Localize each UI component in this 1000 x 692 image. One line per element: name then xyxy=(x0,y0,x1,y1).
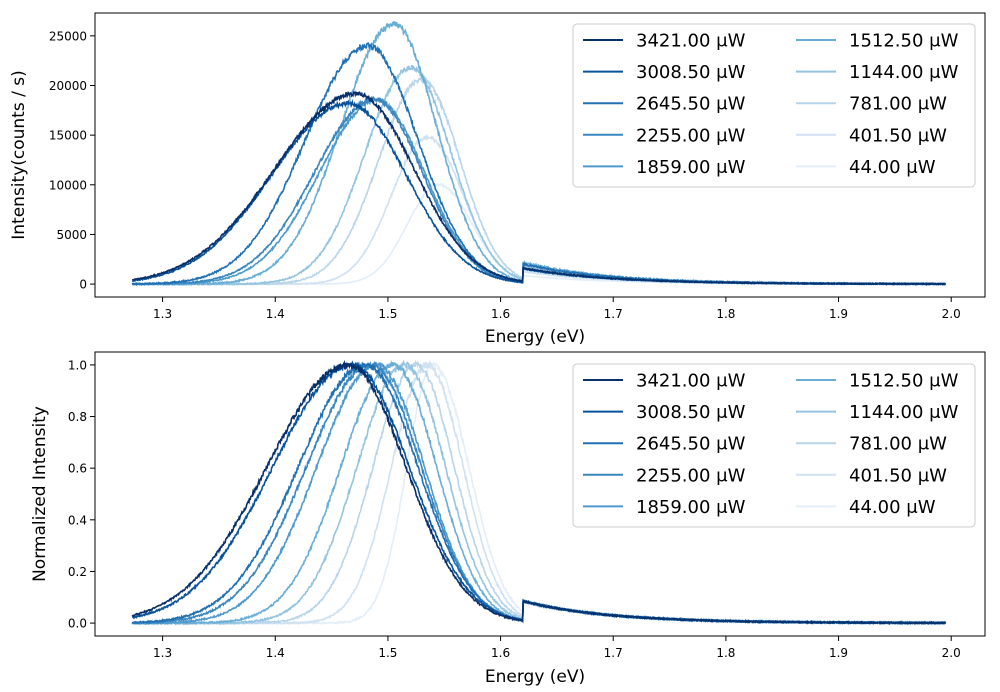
x-axis-label: Energy (eV) xyxy=(485,667,585,687)
legend-label: 2645.50 μW xyxy=(636,434,746,455)
legend-box xyxy=(572,23,976,188)
series-line xyxy=(131,359,946,626)
y-axis-label: Normalized Intensity xyxy=(30,406,50,582)
y-tick-label: 0.6 xyxy=(68,462,87,476)
plot-frame xyxy=(94,351,986,637)
legend-label: 401.50 μW xyxy=(849,465,947,486)
x-tick-label: 1.3 xyxy=(153,307,172,321)
y-tick-label: 25000 xyxy=(49,29,87,43)
legend-label: 1512.50 μW xyxy=(849,31,959,52)
legend: 3421.00 μW 3008.50 μW 2645.50 μW 2255.00 μW… xyxy=(572,23,976,188)
x-tick-label: 2.0 xyxy=(942,646,961,660)
intensity-panel: 1.3 1.4 1.5 1.6 1.7 1.8 1.9 2.0 0 5000 10000 15000 2… xyxy=(9,12,986,347)
plot-frame xyxy=(94,12,986,298)
legend-label: 3421.00 μW xyxy=(636,31,746,52)
legend: 3421.00 μW 3008.50 μW 2645.50 μW 2255.00 μW… xyxy=(572,363,976,528)
y-tick-label: 15000 xyxy=(49,129,87,143)
legend-label: 1859.00 μW xyxy=(636,497,746,518)
x-tick-label: 1.4 xyxy=(266,307,285,321)
legend-label: 1859.00 μW xyxy=(636,157,746,178)
x-tick-label: 1.5 xyxy=(378,307,397,321)
y-tick-label: 0.4 xyxy=(68,513,87,527)
y-tick-label: 0.8 xyxy=(68,410,87,424)
x-tick-label: 1.8 xyxy=(716,307,735,321)
x-tick-label: 1.6 xyxy=(491,307,510,321)
y-tick-label: 0.0 xyxy=(68,617,87,631)
legend-label: 1512.50 μW xyxy=(849,371,959,392)
legend-label: 3008.50 μW xyxy=(636,402,746,423)
x-tick-label: 1.7 xyxy=(604,307,623,321)
legend-label: 781.00 μW xyxy=(849,94,947,115)
legend-label: 781.00 μW xyxy=(849,434,947,455)
series-line xyxy=(131,90,946,286)
legend-label: 401.50 μW xyxy=(849,125,947,146)
x-tick-label: 1.9 xyxy=(829,307,848,321)
legend-label: 2645.50 μW xyxy=(636,94,746,115)
x-tick-label: 1.8 xyxy=(716,646,735,660)
legend-label: 3008.50 μW xyxy=(636,62,746,83)
series-group xyxy=(131,359,947,626)
legend-label: 44.00 μW xyxy=(849,157,936,178)
legend-label: 2255.00 μW xyxy=(636,465,746,486)
x-tick-label: 1.7 xyxy=(604,646,623,660)
y-tick-label: 20000 xyxy=(49,79,87,93)
x-tick-label: 1.6 xyxy=(491,646,510,660)
legend-label: 1144.00 μW xyxy=(849,402,959,423)
y-tick-label: 5000 xyxy=(56,228,87,242)
legend-label: 2255.00 μW xyxy=(636,125,746,146)
y-tick-label: 0.2 xyxy=(68,565,87,579)
legend-box xyxy=(572,363,976,528)
normalized-intensity-panel: 1.3 1.4 1.5 1.6 1.7 1.8 1.9 2.0 0.0 0.2 0.4 0.6 0.8 1… xyxy=(30,351,986,687)
series-group xyxy=(131,21,947,287)
y-tick-label: 1.0 xyxy=(68,358,87,372)
legend-label: 3421.00 μW xyxy=(636,371,746,392)
y-tick-label: 10000 xyxy=(49,178,87,192)
legend-label: 1144.00 μW xyxy=(849,62,959,83)
x-tick-label: 1.4 xyxy=(266,646,285,660)
x-tick-label: 1.9 xyxy=(829,646,848,660)
x-tick-label: 1.3 xyxy=(153,646,172,660)
x-tick-label: 1.5 xyxy=(378,646,397,660)
y-tick-label: 0 xyxy=(79,278,87,292)
legend-label: 44.00 μW xyxy=(849,497,936,518)
y-axis-label: Intensity(counts / s) xyxy=(9,70,29,239)
x-tick-label: 2.0 xyxy=(942,307,961,321)
x-axis-label: Energy (eV) xyxy=(485,327,585,347)
